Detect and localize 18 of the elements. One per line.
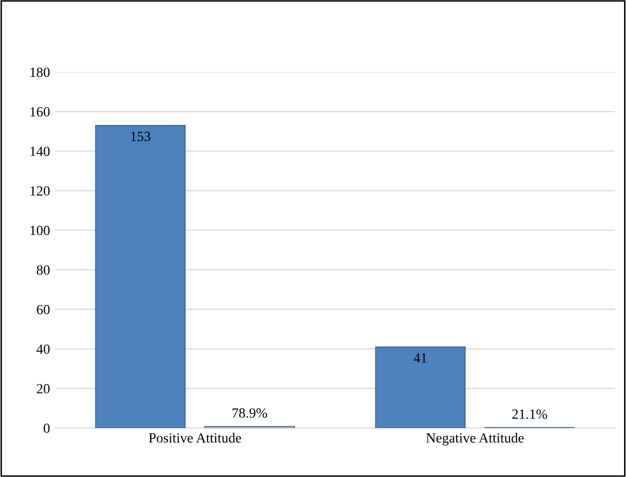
data-label: 21.1% (512, 409, 548, 419)
y-tick-label: 180 (30, 68, 50, 77)
data-label: 41 (414, 353, 427, 362)
y-tick-label: 20 (36, 384, 50, 394)
y-tick-label: 120 (30, 186, 50, 196)
y-tick-label: 60 (36, 304, 50, 314)
bar (95, 124, 186, 428)
data-label: 153 (131, 132, 150, 142)
y-tick-label: 0 (44, 424, 50, 433)
y-tick-label: 140 (30, 146, 50, 156)
y-tick-label: 100 (30, 226, 50, 236)
x-tick-label: Positive Attitude (148, 432, 242, 443)
y-tick-label: 160 (30, 107, 50, 117)
y-tick-label: 40 (36, 344, 50, 354)
data-label: 78.9% (232, 408, 268, 418)
x-tick-label: Negative Attitude (426, 432, 524, 446)
bar (375, 346, 466, 428)
y-tick-label: 80 (36, 265, 50, 275)
